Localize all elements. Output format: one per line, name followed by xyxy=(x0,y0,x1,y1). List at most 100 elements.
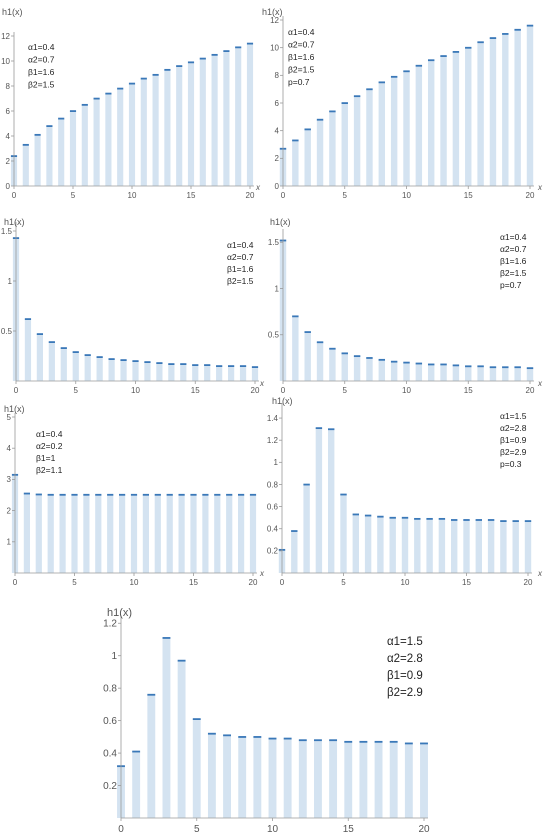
parameter-annotation: β1=1.6 xyxy=(227,264,254,274)
bar xyxy=(512,520,519,573)
bar xyxy=(180,364,187,381)
x-tick-label: 10 xyxy=(402,386,411,395)
parameter-annotation: α2=0.7 xyxy=(227,252,254,262)
y-tick-label: 0.2 xyxy=(267,547,279,556)
bar xyxy=(235,47,242,186)
parameter-annotation: β2=1.5 xyxy=(227,276,254,286)
bar xyxy=(152,74,159,186)
bar xyxy=(249,494,257,573)
bar-top-marker xyxy=(204,364,211,366)
parameter-annotation: α2=2.8 xyxy=(500,423,527,433)
bar xyxy=(514,29,521,186)
bar xyxy=(166,494,173,573)
bar xyxy=(353,96,361,186)
x-tick-label: 5 xyxy=(74,386,79,395)
bar-top-marker xyxy=(329,110,336,113)
bar-top-marker xyxy=(341,352,348,355)
bar-top-marker xyxy=(487,519,495,521)
parameter-annotation: α1=0.4 xyxy=(28,42,55,52)
bar xyxy=(144,362,151,381)
bar-top-marker xyxy=(440,55,447,57)
y-tick-label: 1.5 xyxy=(1,227,13,236)
bar-top-marker xyxy=(192,718,201,720)
bar-top-marker xyxy=(303,483,310,486)
bar-top-marker xyxy=(238,736,247,738)
bar-top-marker xyxy=(502,33,509,35)
bar xyxy=(427,60,435,186)
bar xyxy=(403,71,410,186)
bar xyxy=(108,359,115,381)
bar xyxy=(187,62,195,186)
y-tick-label: 1 xyxy=(274,458,279,467)
x-tick-label: 10 xyxy=(130,578,139,587)
bar-top-marker xyxy=(304,331,311,333)
bar-top-marker xyxy=(401,516,409,519)
bar xyxy=(223,735,231,818)
parameter-annotation: α1=0.4 xyxy=(500,232,527,242)
parameter-annotation: p=0.3 xyxy=(500,459,522,469)
bar-top-marker xyxy=(249,493,257,496)
bar-top-marker xyxy=(147,693,156,696)
y-tick-label: 2 xyxy=(7,506,12,515)
bar xyxy=(93,98,100,186)
bar xyxy=(238,494,245,573)
x-tick-label: 0 xyxy=(281,191,286,200)
bar-top-marker xyxy=(223,50,230,52)
bar-top-marker xyxy=(23,492,30,495)
bar xyxy=(341,353,348,381)
bar-top-marker xyxy=(192,364,199,366)
bar xyxy=(366,89,373,186)
bar-top-marker xyxy=(502,366,509,369)
bar-top-marker xyxy=(202,493,209,496)
bar xyxy=(107,494,114,573)
y-tick-label: 3 xyxy=(7,475,12,484)
chart-panel-7: 0 5 10 15 20 0.2 0.4 0.6 0.8 1 1.2h1(x) α1=1.5 α2=2.… xyxy=(103,607,430,835)
bar-top-marker xyxy=(216,365,223,367)
y-tick-label: 0.5 xyxy=(1,327,13,336)
chart-title: h1(x) xyxy=(4,404,25,414)
bar xyxy=(227,366,235,381)
bar-top-marker xyxy=(404,742,413,745)
x-tick-label: 0 xyxy=(12,191,17,200)
bar xyxy=(178,494,185,573)
bar-top-marker xyxy=(227,365,235,367)
bar xyxy=(34,134,41,186)
y-tick-label: 1.5 xyxy=(268,238,280,247)
chart-panel-6: 0 5 10 15 20 0.2 0.4 0.6 0.8 1 1.2 1.4 h1(x) x α1=1.5 α… xyxy=(267,396,543,587)
bar xyxy=(438,518,446,573)
bar-top-marker xyxy=(316,118,324,121)
bar-top-marker xyxy=(390,75,398,78)
bar-top-marker xyxy=(154,493,161,496)
y-tick-label: 0.6 xyxy=(103,716,117,727)
bar xyxy=(211,54,218,186)
bar xyxy=(199,58,206,186)
bar xyxy=(415,65,423,186)
bar xyxy=(24,319,32,381)
bar xyxy=(48,342,55,381)
bar-top-marker xyxy=(304,128,311,131)
bar-top-marker xyxy=(83,493,90,496)
parameter-annotation: α2=2.8 xyxy=(387,653,423,665)
bar-top-marker xyxy=(403,70,410,73)
parameter-annotation: β2=1.1 xyxy=(36,465,63,475)
bar xyxy=(389,741,398,818)
bar-top-marker xyxy=(341,102,348,104)
parameter-annotation: β2=2.9 xyxy=(500,447,527,457)
bar xyxy=(154,494,161,573)
bar-top-marker xyxy=(199,57,206,60)
bar-top-marker xyxy=(477,365,484,368)
bar xyxy=(414,518,421,573)
bar-top-marker xyxy=(353,355,361,358)
bar-top-marker xyxy=(105,92,112,95)
bar xyxy=(119,494,126,573)
bar xyxy=(202,494,209,573)
parameter-annotation: β1=1.6 xyxy=(288,52,315,62)
chart-title: h1(x) xyxy=(262,7,283,17)
bar xyxy=(341,103,348,186)
bar xyxy=(329,111,336,186)
bar xyxy=(207,733,216,818)
x-tick-label: 15 xyxy=(191,386,200,395)
bar xyxy=(378,359,386,381)
bar-top-marker xyxy=(364,514,372,517)
